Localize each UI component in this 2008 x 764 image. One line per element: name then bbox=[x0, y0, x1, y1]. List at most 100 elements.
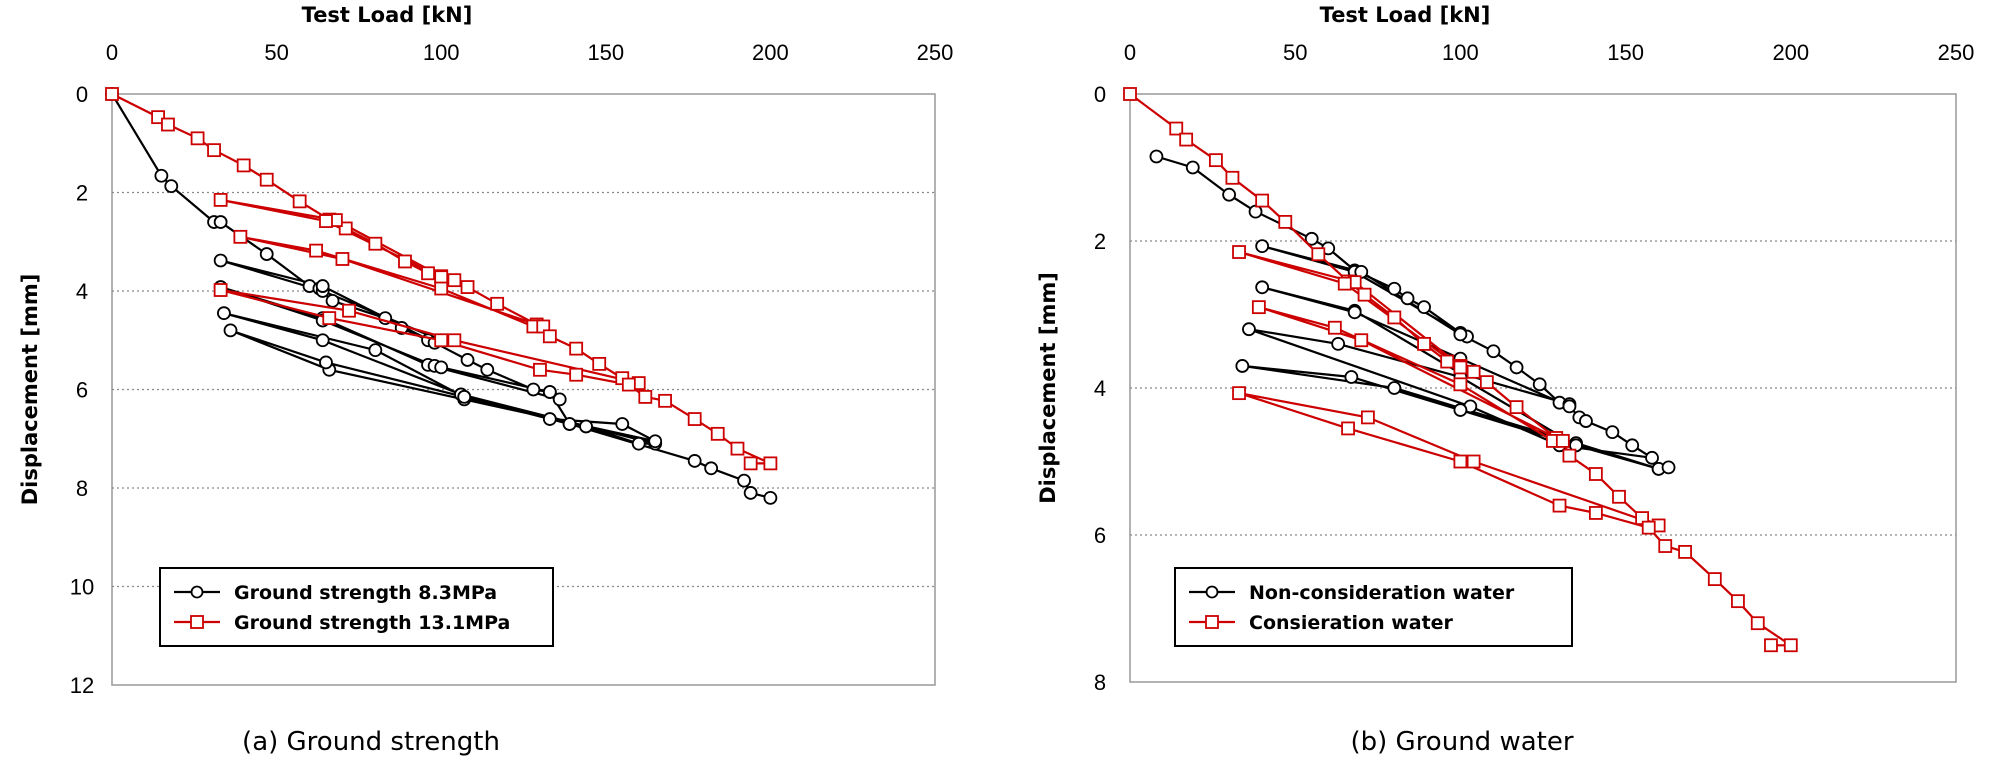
data-point bbox=[638, 389, 653, 404]
y-tick-label: 4 bbox=[1094, 376, 1106, 401]
data-point bbox=[743, 486, 758, 500]
data-point bbox=[1509, 400, 1524, 415]
legend-label: Consieration water bbox=[1249, 612, 1454, 634]
data-point bbox=[730, 441, 745, 456]
data-point bbox=[1453, 327, 1468, 342]
data-point bbox=[542, 329, 557, 344]
x-tick-label: 200 bbox=[1772, 40, 1809, 65]
data-point bbox=[1588, 467, 1603, 481]
caption: (a) Ground strength bbox=[242, 727, 500, 757]
data-point bbox=[687, 454, 702, 468]
data-point bbox=[710, 426, 725, 441]
data-point bbox=[562, 417, 577, 431]
data-point bbox=[315, 279, 330, 293]
data-point bbox=[434, 360, 449, 375]
data-point bbox=[1222, 187, 1237, 202]
data-point bbox=[460, 353, 475, 367]
x-tick-label: 150 bbox=[1607, 40, 1644, 65]
data-point bbox=[1731, 594, 1745, 609]
data-point bbox=[368, 236, 383, 251]
legend-label: Ground strength 8.3MPa bbox=[234, 582, 497, 604]
data-point bbox=[1341, 421, 1355, 436]
data-point bbox=[615, 417, 630, 431]
data-point bbox=[542, 412, 557, 426]
data-point bbox=[1417, 300, 1431, 315]
data-point bbox=[1555, 434, 1570, 448]
x-axis-title: Test Load [kN] bbox=[302, 3, 473, 27]
data-point bbox=[648, 434, 663, 449]
y-tick-label: 0 bbox=[1094, 82, 1106, 107]
data-point bbox=[1337, 276, 1352, 291]
x-tick-label: 250 bbox=[1938, 40, 1975, 65]
data-point bbox=[743, 456, 758, 471]
data-point bbox=[1453, 454, 1468, 469]
data-point bbox=[1255, 193, 1270, 208]
legend-marker-square bbox=[1205, 615, 1219, 629]
data-point bbox=[325, 293, 340, 308]
data-point bbox=[1605, 425, 1620, 440]
data-point bbox=[190, 131, 205, 146]
data-point bbox=[161, 117, 175, 132]
legend-box bbox=[159, 567, 554, 647]
data-point bbox=[322, 311, 337, 325]
data-point bbox=[1209, 153, 1223, 168]
data-point bbox=[213, 192, 228, 207]
data-point bbox=[368, 343, 383, 358]
data-point bbox=[1400, 291, 1415, 306]
data-point bbox=[1658, 539, 1673, 553]
data-point bbox=[1304, 231, 1319, 246]
data-point bbox=[569, 341, 584, 356]
data-point bbox=[1255, 280, 1270, 295]
y-tick-label: 6 bbox=[76, 378, 88, 403]
data-point bbox=[154, 168, 169, 183]
x-tick-label: 200 bbox=[752, 40, 789, 65]
series-1 bbox=[105, 87, 778, 471]
y-tick-label: 10 bbox=[70, 575, 94, 600]
data-point bbox=[1750, 616, 1765, 631]
data-point bbox=[1347, 305, 1362, 320]
data-point bbox=[1179, 132, 1194, 147]
y-tick-label: 6 bbox=[1094, 523, 1106, 548]
x-tick-label: 250 bbox=[917, 40, 954, 65]
data-point bbox=[1344, 370, 1359, 384]
data-point bbox=[1764, 638, 1778, 653]
x-tick-label: 50 bbox=[264, 40, 288, 65]
data-point bbox=[631, 436, 646, 451]
x-axis-title: Test Load [kN] bbox=[1320, 3, 1491, 27]
data-point bbox=[1387, 310, 1402, 325]
data-point bbox=[460, 280, 475, 294]
data-point bbox=[1707, 572, 1722, 586]
chart-b: 0 2 4 6 8 0 50 100 150 200 250 Test Load [kN] Displa… bbox=[1036, 3, 1974, 757]
data-point bbox=[1360, 410, 1375, 425]
data-point bbox=[335, 252, 350, 266]
data-point bbox=[1562, 448, 1577, 463]
data-point bbox=[1641, 520, 1656, 535]
data-point bbox=[236, 158, 251, 173]
data-point bbox=[1251, 300, 1266, 315]
data-point bbox=[1783, 638, 1798, 653]
data-point bbox=[213, 283, 228, 297]
caption: (b) Ground water bbox=[1350, 727, 1573, 757]
x-tick-label: 100 bbox=[1442, 40, 1479, 65]
data-point bbox=[569, 367, 584, 382]
data-point bbox=[533, 362, 547, 377]
legend: Non-consideration water Consieration wate… bbox=[1174, 567, 1573, 647]
data-point bbox=[434, 270, 449, 285]
data-point bbox=[579, 419, 593, 434]
data-point bbox=[319, 214, 333, 228]
data-point bbox=[1242, 322, 1256, 337]
y-tick-label: 0 bbox=[76, 82, 88, 107]
data-point bbox=[1235, 359, 1250, 373]
series-line bbox=[111, 93, 771, 499]
data-point bbox=[342, 303, 356, 318]
data-point bbox=[763, 456, 778, 471]
x-tick-label: 50 bbox=[1283, 40, 1307, 65]
data-point bbox=[1232, 245, 1246, 259]
data-point bbox=[164, 179, 179, 193]
data-point bbox=[434, 333, 449, 348]
data-point bbox=[434, 281, 449, 296]
x-tick-label: 150 bbox=[587, 40, 624, 65]
data-point bbox=[1357, 287, 1372, 302]
data-point bbox=[1625, 438, 1640, 453]
legend: Ground strength 8.3MPa Ground strength 13… bbox=[159, 567, 554, 647]
